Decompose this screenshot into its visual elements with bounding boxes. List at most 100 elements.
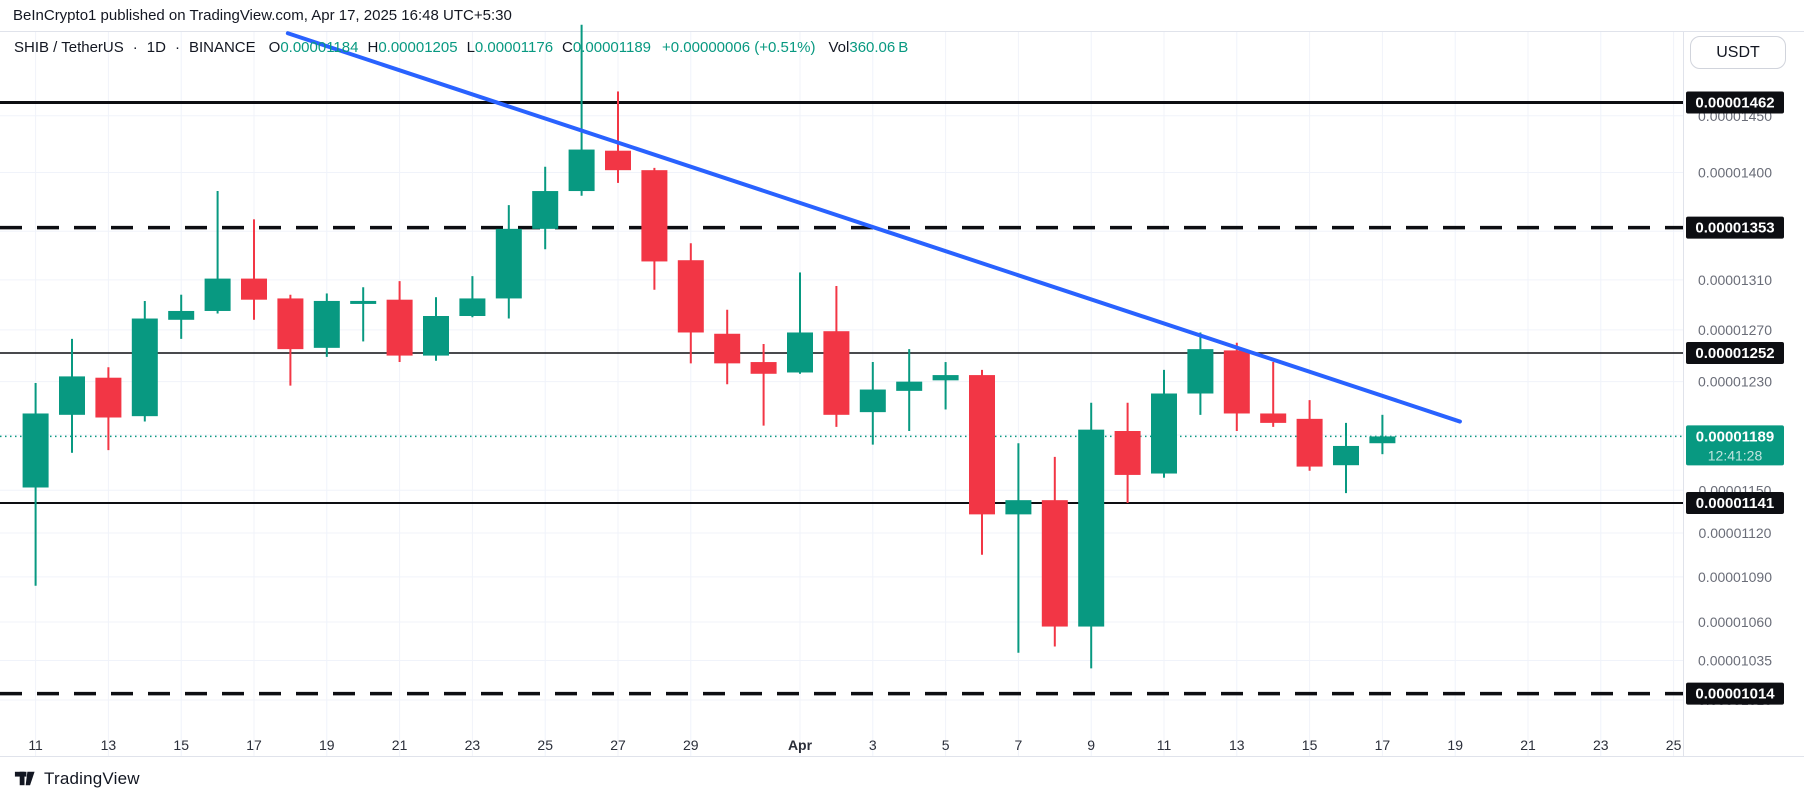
time-axis-label: 15 [173,737,189,753]
time-axis-label: 25 [537,737,553,753]
candle [677,243,704,364]
level-price-badge-text: 0.00001014 [1695,686,1775,703]
tradingview-brand-text: TradingView [44,768,140,788]
time-axis-label: 23 [1593,737,1609,753]
candle-body [131,318,158,417]
trendline[interactable] [285,31,1462,424]
candle-body [859,389,886,413]
candle-body [350,300,377,304]
time-axis[interactable] [0,730,1683,756]
candle [532,166,559,250]
current-price-badge-text: 0.00001189 [1696,428,1774,445]
time-axis-label: 13 [1229,737,1245,753]
time-axis-label: 19 [1447,737,1463,753]
candle-body [1151,393,1177,474]
exchange-label: BINANCE [188,39,256,56]
candle [95,367,122,451]
symbol-title[interactable]: SHIB / TetherUS [14,39,124,56]
candle [131,300,158,422]
candle [350,287,377,342]
candle-body [641,170,668,262]
candle-body [241,278,267,300]
candle [932,362,959,410]
level-price-badge-text: 0.00001252 [1695,345,1774,362]
candle [1223,342,1250,431]
time-axis-label: 7 [1015,737,1023,753]
candle-body [95,377,122,418]
bar-countdown-text: 12:41:28 [1708,447,1763,463]
candle [386,281,413,363]
tradingview-brand[interactable]: TradingView [13,767,140,790]
candle [277,294,304,386]
candle-body [605,150,631,171]
price-axis-label: 0.00001035 [1698,653,1772,669]
symbol-name: SHIB / TetherUS [14,39,124,56]
current-price-badge [1686,425,1784,466]
high-label: H [367,39,379,56]
level-price-badge-text: 0.00001462 [1695,94,1774,111]
level-price-badge-text: 0.00001353 [1695,220,1774,237]
level-price-badge [1686,342,1784,364]
candle-body [969,375,995,515]
candle [423,297,449,361]
interval-label[interactable]: 1D [146,39,166,56]
candle-body [677,260,704,333]
time-axis-label: 5 [942,737,950,753]
price-axis[interactable] [1683,32,1804,756]
candle [1187,332,1214,415]
price-axis-label: 0.00001400 [1698,164,1772,180]
level-price-badge [1686,216,1784,239]
candle-body [423,316,449,356]
price-axis-label: 0.00001230 [1698,374,1772,390]
time-axis-label: 17 [246,737,262,753]
candle [568,24,595,196]
candle [204,191,231,314]
candle-body [59,376,85,415]
time-axis-label: 27 [610,737,626,753]
candle [1296,400,1323,471]
close-label: C [562,39,573,56]
attribution-text: BeInCrypto1 published on TradingView.com… [13,7,512,24]
time-axis-label: 9 [1087,737,1095,753]
candle [459,276,486,318]
candle [22,382,49,586]
candle [823,286,850,427]
chart-legend: SHIB / TetherUS · 1D · BINANCE O 0.000011… [14,39,908,56]
candle [1260,362,1287,427]
candle-body [1223,350,1250,414]
ohlc-low: L 0.00001176 [467,39,553,56]
candle-body [1114,430,1141,475]
candle-body [932,375,959,381]
candle-body [168,310,195,320]
candle-body [277,298,304,350]
candle [313,293,340,357]
ohlc-close: C 0.00001189 [562,39,651,56]
candle-body [313,300,340,348]
time-axis-label: 3 [869,737,877,753]
candle-body [568,149,595,192]
time-axis-label: 29 [683,737,699,753]
price-axis-label: 0.00001270 [1698,322,1772,338]
price-axis-label: 0.00001060 [1698,614,1772,630]
candle-body [1187,349,1214,394]
candle [714,309,741,385]
volume-label: Vol [828,39,850,56]
time-axis-label: 23 [465,737,481,753]
volume: Vol 360.06 B [829,39,909,56]
candle-body [386,299,413,356]
candle [1114,402,1141,503]
candle [1041,456,1068,647]
level-price-badge-text: 0.00001141 [1696,495,1774,512]
candle [641,167,668,290]
candle-body [896,381,923,391]
candle [1333,422,1359,494]
low-label: L [466,39,475,56]
currency-toggle-button[interactable]: USDT [1690,36,1786,69]
candle-body [714,333,741,364]
candle [1078,402,1105,669]
candle-body [22,413,49,488]
candle [859,362,886,445]
time-axis-label: 11 [1157,737,1172,753]
candle [896,349,923,431]
